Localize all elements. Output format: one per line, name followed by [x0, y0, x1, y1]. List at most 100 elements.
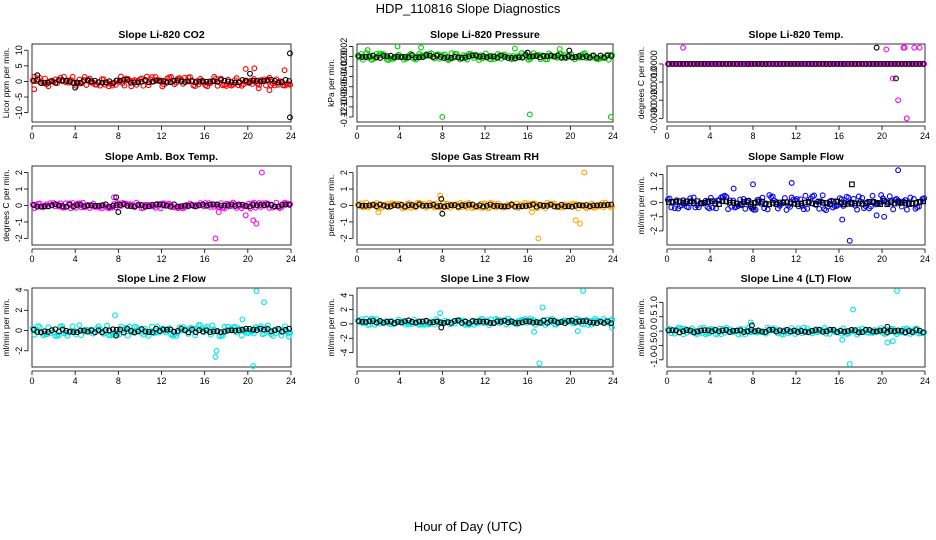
data-point [866, 61, 873, 67]
data-point [476, 202, 483, 209]
x-tick-label: 20 [565, 376, 575, 386]
y-tick-label: 5 [14, 63, 24, 68]
data-point [487, 201, 494, 208]
data-point [394, 53, 401, 60]
data-point [163, 326, 170, 333]
data-point [74, 202, 80, 209]
series-hourly [355, 317, 615, 331]
x-tick-label: 24 [920, 376, 930, 386]
data-point [239, 201, 246, 208]
data-point [210, 328, 217, 335]
data-point [859, 200, 866, 207]
x-tick-label: 24 [608, 131, 618, 141]
data-point [250, 77, 257, 84]
data-point [455, 54, 462, 61]
data-point [490, 203, 497, 210]
data-point [261, 326, 267, 333]
data-point [805, 61, 812, 67]
plot-frame [356, 43, 614, 123]
y-axis-label: Licor ppm per min. [1, 48, 11, 118]
data-point [583, 202, 590, 208]
data-point [84, 202, 91, 209]
data-point [608, 320, 615, 327]
data-point [690, 61, 697, 67]
figure-x-axis-label: Hour of Day (UTC) [414, 519, 522, 534]
data-point [590, 319, 597, 326]
data-point [250, 326, 257, 333]
outlier-point [112, 312, 119, 319]
outlier-point [894, 287, 900, 294]
data-point [81, 77, 88, 84]
data-point [804, 205, 811, 212]
data-point [402, 318, 408, 325]
data-point [712, 200, 719, 207]
data-point [830, 61, 837, 67]
data-point [734, 200, 740, 207]
data-point [701, 199, 708, 206]
data-point [920, 198, 927, 205]
data-point [569, 54, 576, 61]
x-tick-label: 20 [877, 254, 887, 264]
data-point [106, 203, 113, 210]
data-point [203, 202, 210, 209]
data-point [225, 78, 231, 85]
data-point [751, 61, 758, 67]
data-point [458, 319, 465, 326]
data-point [719, 61, 726, 67]
x-tick-label: 8 [116, 254, 121, 264]
x-tick-label: 8 [440, 254, 445, 264]
data-point [898, 327, 905, 334]
y-tick-label: -2 [14, 234, 24, 242]
data-point [394, 318, 401, 325]
data-point [391, 202, 398, 209]
data-point [441, 319, 448, 326]
data-point [680, 328, 687, 335]
series-hourly [30, 50, 293, 121]
y-tick-label: -0.06 [339, 77, 349, 98]
plot-frame [666, 43, 926, 123]
outlier-point [883, 46, 890, 53]
y-tick-label: -1 [339, 218, 349, 226]
data-point [384, 318, 391, 325]
data-point [38, 203, 44, 210]
data-point [113, 326, 120, 333]
y-tick-label: -1 [649, 213, 659, 221]
x-tick-label: 4 [397, 376, 402, 386]
data-point [540, 52, 547, 59]
data-point [852, 200, 858, 207]
data-point [225, 327, 231, 334]
data-point [905, 61, 912, 67]
data-point [102, 327, 109, 333]
data-point [791, 200, 798, 207]
y-tick-label: 1.0 [649, 296, 659, 309]
y-tick-label: -0.10 [339, 97, 349, 118]
data-point [515, 320, 522, 327]
data-point [920, 329, 927, 336]
data-point [217, 202, 224, 209]
data-point [841, 201, 848, 208]
x-tick-label: 4 [73, 131, 78, 141]
data-point [905, 328, 912, 334]
data-point [171, 328, 178, 335]
data-point [776, 327, 783, 334]
data-point [888, 327, 894, 334]
x-tick-label: 8 [116, 131, 121, 141]
x-tick-label: 24 [608, 376, 618, 386]
data-point [451, 202, 458, 209]
data-point [671, 205, 678, 212]
panel-title: Slope Gas Stream RH [431, 151, 539, 163]
data-point [755, 199, 762, 205]
data-points [354, 43, 616, 120]
data-point [890, 206, 897, 213]
data-point [271, 203, 278, 210]
y-tick-label: -10 [14, 106, 24, 119]
data-point [56, 202, 62, 209]
data-point [902, 61, 909, 67]
data-point [437, 202, 444, 209]
outlier-point [748, 322, 755, 329]
data-point [766, 326, 773, 333]
outlier-point [528, 209, 535, 216]
data-point [384, 53, 391, 60]
